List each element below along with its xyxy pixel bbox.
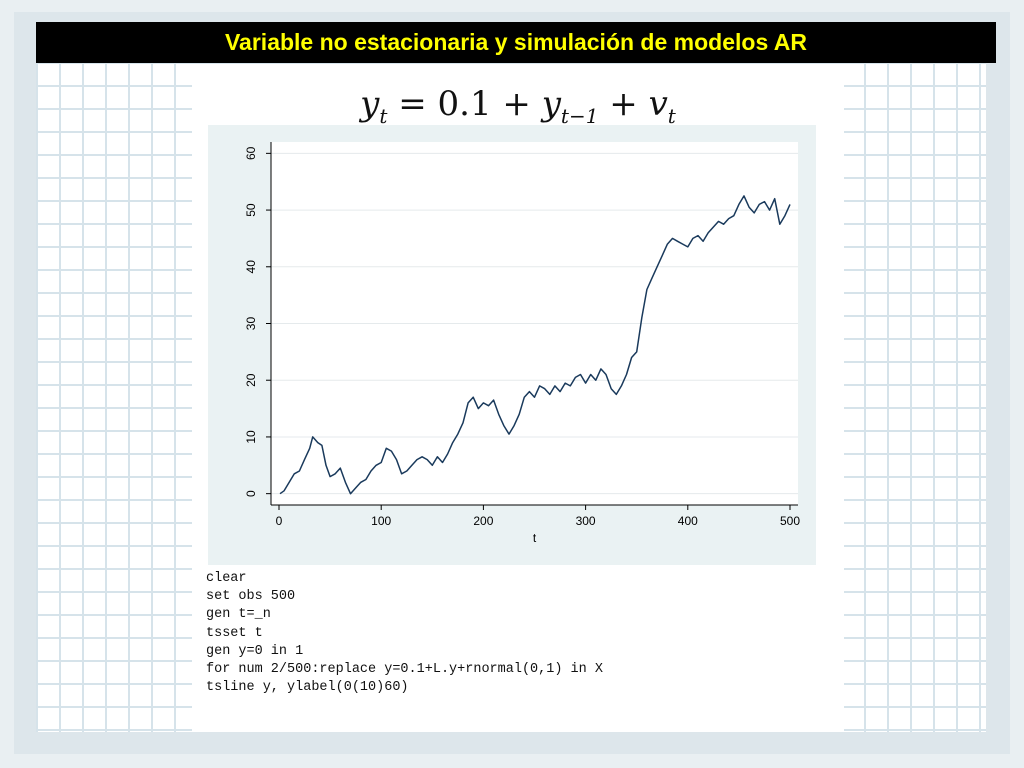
- equation-lhs: y: [360, 84, 380, 124]
- y-tick-label: 60: [244, 146, 258, 160]
- chart-frame: 0 10 20 30 40 50 60 0 100 200 300 400 500 t: [208, 125, 816, 565]
- x-tick-label: 0: [276, 514, 283, 528]
- y-tick-label: 0: [244, 490, 258, 497]
- y-tick-label: 20: [244, 373, 258, 387]
- code-line: gen t=_n: [206, 607, 271, 623]
- equation-plus: +: [598, 84, 649, 124]
- equation-noise-subscript: t: [667, 103, 676, 128]
- code-line: gen y=0 in 1: [206, 643, 304, 659]
- x-tick-label: 200: [473, 514, 493, 528]
- y-tick-label: 50: [244, 203, 258, 217]
- equation-equals: = 0.1 +: [387, 84, 542, 124]
- code-line: tsset t: [206, 625, 263, 641]
- x-axis-label: t: [533, 531, 537, 545]
- code-line: clear: [206, 571, 247, 586]
- y-tick-label: 30: [244, 317, 258, 331]
- code-line: tsline y, ylabel(0(10)60): [206, 680, 409, 696]
- series-line: [279, 195, 791, 495]
- x-tick-label: 400: [678, 514, 698, 528]
- equation-lag-term: y: [541, 84, 561, 124]
- x-tick-label: 500: [780, 514, 800, 528]
- code-line: for num 2/500:replace y=0.1+L.y+rnormal(…: [206, 662, 603, 678]
- y-tick-label: 40: [244, 260, 258, 274]
- model-equation: yt = 0.1 + yt−1 + vt: [192, 84, 844, 128]
- x-tick-label: 100: [371, 514, 391, 528]
- equation-noise: v: [648, 84, 668, 124]
- x-tick-label: 300: [576, 514, 596, 528]
- slide-title: Variable no estacionaria y simulación de…: [224, 29, 807, 55]
- equation-lag-subscript: t−1: [560, 103, 599, 128]
- y-tick-label: 10: [244, 430, 258, 444]
- equation-lhs-subscript: t: [379, 103, 388, 128]
- code-line: set obs 500: [206, 589, 296, 605]
- title-bar: Variable no estacionaria y simulación de…: [36, 22, 996, 63]
- line-chart: 0 10 20 30 40 50 60 0 100 200 300 400 500 t: [244, 142, 800, 545]
